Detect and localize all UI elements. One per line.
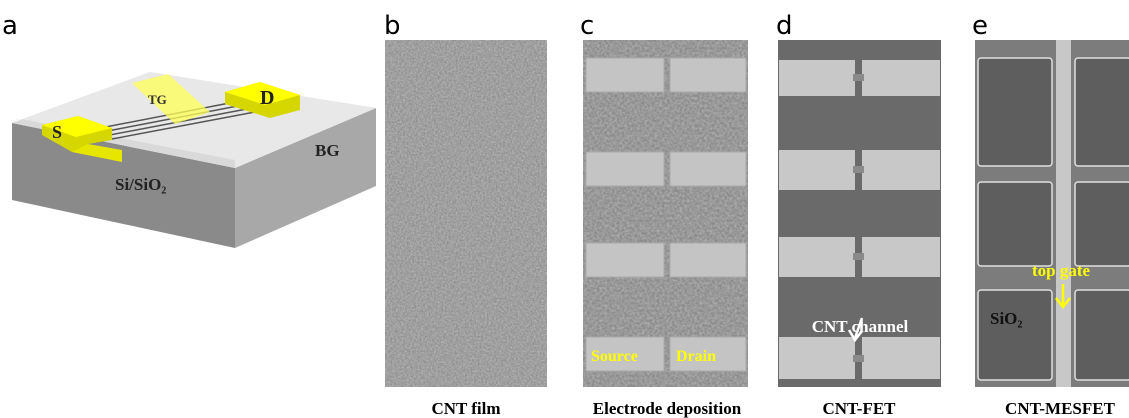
- gate-bar: [1056, 40, 1071, 387]
- panel-letter: d: [776, 11, 793, 41]
- sem-cnt-mesfet: top gate SiO₂: [975, 40, 1129, 387]
- sem-electrodes: Source Drain: [583, 40, 748, 387]
- label-substrate: Si/SiO₂: [115, 175, 166, 194]
- panel-letter: e: [972, 11, 988, 41]
- figure: TG S D BG Si/SiO₂ Source Drain: [0, 0, 1129, 418]
- sem-cnt-fet: CNT channel: [778, 40, 941, 387]
- panel-letter: a: [2, 11, 18, 41]
- caption: CNT-MESFET: [1005, 399, 1116, 418]
- panel-letter: c: [580, 11, 594, 41]
- sem-cnt-film: [385, 40, 547, 387]
- panel-letter: b: [384, 11, 401, 41]
- label-sio2: SiO₂: [990, 309, 1023, 328]
- label-source: Source: [591, 348, 638, 365]
- label-bg: BG: [315, 141, 340, 160]
- device-schematic: TG S D BG Si/SiO₂: [12, 72, 376, 248]
- caption: CNT-FET: [822, 399, 896, 418]
- label-top-gate: top gate: [1032, 261, 1091, 280]
- caption: Electrode deposition: [593, 399, 742, 418]
- label-tg: TG: [148, 92, 167, 107]
- caption: CNT film: [431, 399, 500, 418]
- label-d: D: [260, 87, 274, 109]
- label-drain: Drain: [676, 348, 716, 365]
- label-s: S: [52, 122, 62, 142]
